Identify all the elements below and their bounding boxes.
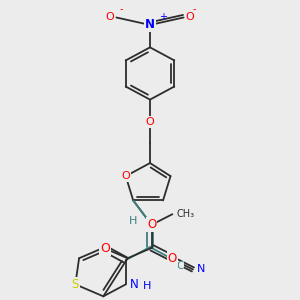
Text: N: N bbox=[145, 19, 155, 32]
Text: N: N bbox=[130, 278, 138, 291]
Text: H: H bbox=[129, 216, 137, 226]
Text: O: O bbox=[168, 252, 177, 265]
Text: -: - bbox=[119, 4, 123, 14]
Text: C: C bbox=[176, 261, 184, 271]
Text: O: O bbox=[147, 218, 157, 231]
Text: O: O bbox=[146, 117, 154, 127]
Text: O: O bbox=[122, 171, 130, 181]
Text: N: N bbox=[197, 264, 205, 274]
Text: -: - bbox=[193, 4, 196, 14]
Text: O: O bbox=[106, 13, 115, 22]
Text: O: O bbox=[100, 242, 110, 255]
Text: CH₃: CH₃ bbox=[176, 209, 194, 219]
Text: O: O bbox=[185, 13, 194, 22]
Text: S: S bbox=[72, 278, 79, 291]
Text: H: H bbox=[142, 281, 151, 291]
Text: +: + bbox=[159, 12, 167, 22]
